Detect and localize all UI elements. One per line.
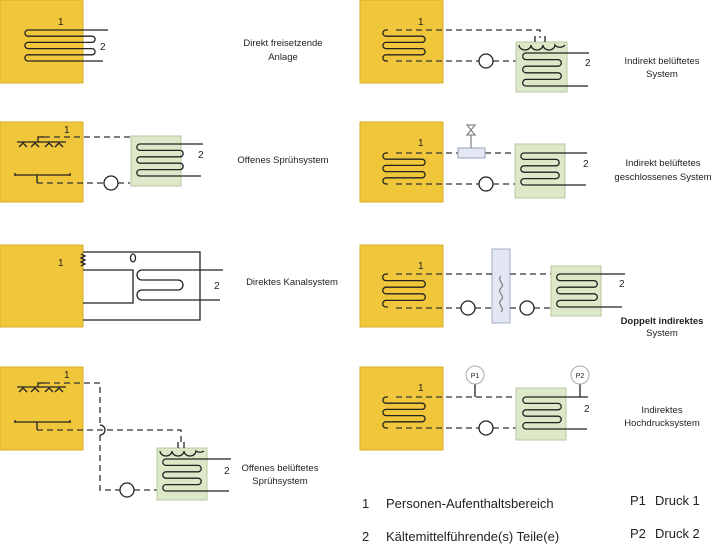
label-1: 1 — [64, 370, 70, 381]
caption-line-1: Indirekt belüftetes — [626, 158, 701, 169]
label-2: 2 — [583, 159, 589, 170]
label-2: 2 — [224, 466, 230, 477]
refrigerant-zone — [514, 143, 566, 199]
refrigerant-coil — [556, 273, 625, 308]
label-2: 2 — [619, 279, 625, 290]
pump-icon — [478, 176, 494, 192]
refrigerant-coil — [136, 269, 223, 301]
pump-icon — [103, 175, 119, 191]
caption-line-2: System — [646, 69, 678, 80]
air-outlet-icon — [79, 253, 87, 267]
caption-line-1: Offenes Sprühsystem — [237, 155, 328, 166]
occupied-zone — [0, 244, 84, 328]
damper-icon — [129, 253, 137, 263]
legend-text-p2: Druck 2 — [655, 526, 700, 541]
caption-line-2: Anlage — [268, 52, 298, 63]
panel-direct-duct: 1 2 Direktes Kanalsystem — [0, 244, 338, 328]
refrigerant-coil — [162, 458, 231, 492]
secondary-coil — [382, 396, 426, 429]
supply-line — [44, 382, 157, 491]
panel-direct-release: 1 2 Direkt freisetzende Anlage — [0, 0, 323, 84]
occupied-zone — [359, 121, 444, 203]
refrigerant-coil — [520, 152, 587, 186]
pressure-gauge-p2-icon — [570, 365, 590, 385]
spray-nozzles-vented — [159, 442, 205, 457]
caption-line-1: Direkt freisetzende — [243, 38, 322, 49]
occupied-zone — [0, 366, 84, 451]
label-1: 1 — [418, 261, 424, 272]
panel-indirect-vented-closed: 1 2 Indirekt belüftetes geschlossenes Sy… — [359, 121, 712, 203]
label-1: 1 — [58, 258, 64, 269]
secondary-coil — [382, 29, 426, 62]
legend-key-p2: P2 — [630, 526, 646, 541]
pump-icon — [460, 300, 476, 316]
relief-valve-icon — [465, 124, 477, 148]
collector-tray — [14, 173, 71, 183]
caption-line-1: Offenes belüftetes — [242, 463, 319, 474]
occupied-zone — [0, 0, 84, 84]
caption-line-1: Indirekt belüftetes — [625, 56, 700, 67]
refrigerant-coil — [24, 29, 108, 62]
occupied-zone — [359, 0, 444, 84]
heat-exchanger-coil — [498, 275, 504, 313]
pump-icon — [478, 420, 494, 436]
label-2: 2 — [100, 42, 106, 53]
spray-nozzles — [17, 136, 66, 148]
label-1: 1 — [64, 125, 70, 136]
panel-indirect-high-pressure: P1 P2 1 2 Indirektes Hochdrucksystem — [359, 365, 700, 451]
label-1: 1 — [418, 138, 424, 149]
line-crossing — [99, 424, 106, 436]
secondary-coil — [382, 273, 426, 308]
legend-key-p1: P1 — [630, 493, 646, 508]
legend-text-1: Personen-Aufenthaltsbereich — [386, 496, 554, 511]
label-1: 1 — [418, 17, 424, 28]
refrigerant-coil — [522, 52, 589, 87]
pressure-gauge-p1-icon — [465, 365, 485, 385]
occupied-zone — [359, 244, 444, 328]
caption-line-2: Sprühsystem — [252, 476, 308, 487]
panel-open-spray: 1 2 Offenes Sprühsystem — [0, 121, 329, 203]
caption-line-1: Doppelt indirektes — [621, 316, 704, 327]
label-1: 1 — [58, 17, 64, 28]
panel-indirect-vented: 1 2 Indirekt belüftetes System — [359, 0, 700, 93]
caption-line-1: Indirektes — [641, 405, 682, 416]
expansion-vessel — [457, 147, 486, 159]
legend-text-p1: Druck 1 — [655, 493, 700, 508]
caption-line-2: Hochdrucksystem — [624, 418, 700, 429]
pump-icon — [519, 300, 535, 316]
air-duct — [83, 251, 201, 321]
occupied-zone — [359, 366, 444, 451]
legend-key-1: 1 — [362, 496, 369, 511]
secondary-coil — [382, 152, 426, 185]
label-2: 2 — [584, 404, 590, 415]
intermediate-heat-exchanger — [491, 248, 511, 324]
label-2: 2 — [198, 150, 204, 161]
occupied-zone — [0, 121, 84, 203]
spray-nozzles-vented — [518, 36, 566, 51]
return-line — [37, 429, 182, 442]
legend-text-2: Kältemittelführende(s) Teile(e) — [386, 529, 559, 544]
caption-line-2: geschlossenes System — [614, 172, 711, 183]
panel-open-vented-spray: 1 2 Offenes belüftetes Sprühsystem — [0, 366, 319, 501]
legend: 1 Personen-Aufenthaltsbereich 2 Kältemit… — [362, 493, 700, 544]
pump-icon — [119, 482, 135, 498]
label-1: 1 — [418, 383, 424, 394]
collector-tray — [14, 420, 71, 430]
p1-label: P1 — [471, 373, 480, 380]
refrigerant-coil — [136, 143, 203, 177]
supply-line — [396, 29, 541, 38]
caption-line-1: Direktes Kanalsystem — [246, 277, 338, 288]
refrigerant-coil — [522, 396, 588, 430]
panel-double-indirect: 1 2 Doppelt indirektes System — [359, 244, 704, 339]
label-2: 2 — [585, 58, 591, 69]
legend-key-2: 2 — [362, 529, 369, 544]
caption-line-2: System — [646, 328, 678, 339]
p2-label: P2 — [576, 373, 585, 380]
spray-nozzles — [17, 382, 66, 393]
label-2: 2 — [214, 281, 220, 292]
pump-icon — [478, 53, 494, 69]
